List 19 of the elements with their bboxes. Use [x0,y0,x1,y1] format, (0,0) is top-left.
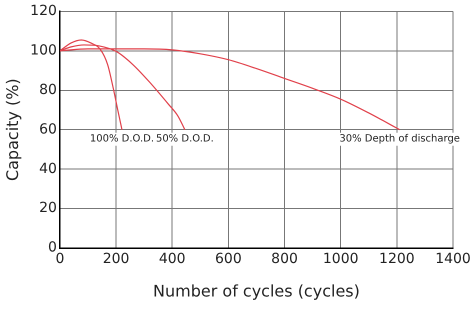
x-tick-label: 200 [102,251,130,268]
annotation: 30% Depth of discharge [339,133,460,144]
annotation: 100% D.O.D. [90,133,154,144]
x-axis-title: Number of cycles (cycles) [153,282,360,301]
y-tick-label: 120 [30,3,57,20]
x-tick-label: 1200 [379,251,415,268]
y-tick-label: 100 [30,42,57,58]
y-tick-label: 60 [39,121,57,138]
y-axis-title: Capacity (%) [2,78,22,182]
x-tick-label: 600 [215,251,242,268]
x-tick-label: 1400 [435,251,471,268]
x-tick-label: 400 [158,251,186,268]
y-tick-label: 40 [39,160,57,177]
annotation: 50% D.O.D. [156,133,214,144]
y-tick-label: 0 [48,240,57,256]
y-tick-label: 20 [39,200,57,216]
x-tick-label: 1000 [322,251,359,268]
x-tick-label: 800 [271,251,298,268]
y-tick-label: 80 [39,82,57,98]
